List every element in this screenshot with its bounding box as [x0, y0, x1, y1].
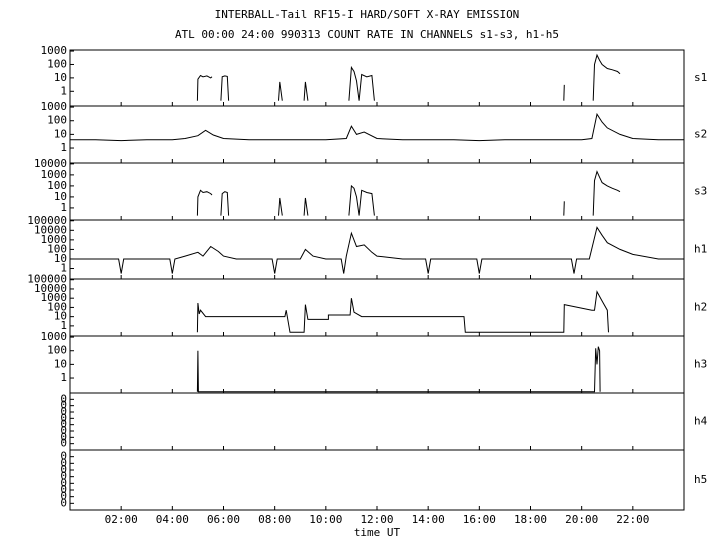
y-tick-label: 1000: [41, 100, 68, 113]
panel-label: h2: [694, 301, 707, 314]
panel-label: h1: [694, 243, 707, 256]
data-line: [303, 81, 309, 101]
x-tick-label: 20:00: [565, 513, 598, 526]
panel-frame: [69, 335, 685, 394]
x-tick-label: 14:00: [412, 513, 445, 526]
y-tick-label: 1: [60, 262, 67, 275]
data-line: [592, 53, 621, 101]
y-tick-label: 100: [47, 344, 67, 357]
y-tick-label: 1000: [41, 44, 68, 57]
y-tick-label: 1: [60, 84, 67, 97]
data-line: [70, 226, 684, 274]
panel-label: s3: [694, 185, 707, 198]
chart-subtitle: ATL 00:00 24:00 990313 COUNT RATE IN CHA…: [175, 28, 559, 41]
data-line: [196, 74, 213, 101]
y-tick-label: 0: [60, 463, 67, 476]
data-line: [196, 290, 609, 333]
y-tick-label: 10: [54, 357, 67, 370]
y-tick-label: 1: [60, 141, 67, 154]
y-tick-label: 0: [60, 450, 67, 463]
chart-title: INTERBALL-Tail RF15-I HARD/SOFT X-RAY EM…: [215, 8, 520, 21]
panel-label: h3: [694, 358, 707, 371]
x-tick-label: 22:00: [616, 513, 649, 526]
y-tick-label: 10: [54, 310, 67, 323]
y-tick-label: 0: [60, 411, 67, 424]
y-tick-label: 100000: [27, 273, 67, 286]
panel-label: s1: [694, 71, 707, 84]
data-line: [348, 65, 375, 101]
y-tick-label: 1000: [41, 291, 68, 304]
data-line: [303, 197, 309, 216]
y-tick-label: 10000: [34, 223, 67, 236]
data-line: [196, 189, 213, 216]
panel-label: h4: [694, 415, 708, 428]
y-tick-label: 1: [60, 319, 67, 332]
panel-frame: [69, 49, 685, 107]
x-tick-label: 10:00: [309, 513, 342, 526]
panel-frame: [69, 105, 685, 164]
data-line: [70, 112, 684, 142]
y-tick-label: 100: [47, 114, 67, 127]
y-tick-label: 1: [60, 371, 67, 384]
y-tick-label: 0: [60, 392, 67, 405]
y-tick-label: 0: [60, 430, 67, 443]
y-tick-label: 0: [60, 483, 67, 496]
data-line: [278, 81, 283, 101]
y-tick-label: 100: [47, 300, 67, 313]
panel-label: h5: [694, 473, 707, 486]
y-tick-label: 1000: [41, 168, 68, 181]
y-tick-label: 0: [60, 476, 67, 489]
y-tick-label: 0: [60, 456, 67, 469]
y-tick-label: 100000: [27, 214, 67, 227]
y-tick-label: 1: [60, 201, 67, 214]
panel-frame: [69, 162, 685, 221]
data-line: [563, 201, 565, 216]
y-tick-label: 10: [54, 71, 67, 84]
data-line: [278, 197, 283, 216]
data-line: [220, 191, 230, 216]
x-tick-label: 02:00: [105, 513, 138, 526]
data-line: [348, 184, 375, 216]
x-tick-label: 16:00: [463, 513, 496, 526]
data-line: [196, 346, 601, 393]
y-tick-label: 100: [47, 242, 67, 255]
panel-frame: [69, 278, 685, 337]
data-line: [592, 170, 621, 216]
y-tick-label: 10000: [34, 157, 67, 170]
y-tick-label: 10000: [34, 282, 67, 295]
x-tick-label: 08:00: [258, 513, 291, 526]
x-axis-label: time UT: [354, 526, 401, 539]
x-tick-label: 06:00: [207, 513, 240, 526]
data-line: [563, 84, 565, 101]
y-tick-label: 1000: [41, 330, 68, 343]
y-tick-label: 0: [60, 405, 67, 418]
y-tick-label: 0: [60, 418, 67, 431]
x-tick-label: 18:00: [514, 513, 547, 526]
y-tick-label: 100: [47, 57, 67, 70]
panel-frame: [69, 449, 685, 511]
x-tick-label: 12:00: [360, 513, 393, 526]
x-tick-label: 04:00: [156, 513, 189, 526]
y-tick-label: 0: [60, 437, 67, 450]
y-tick-label: 10: [54, 127, 67, 140]
y-tick-label: 10: [54, 252, 67, 265]
y-tick-label: 10: [54, 190, 67, 203]
y-tick-label: 0: [60, 424, 67, 437]
y-tick-label: 100: [47, 179, 67, 192]
y-tick-label: 0: [60, 490, 67, 503]
data-line: [220, 75, 230, 101]
panel-frame: [69, 392, 685, 451]
panel-label: s2: [694, 128, 707, 141]
y-tick-label: 0: [60, 496, 67, 509]
y-tick-label: 0: [60, 470, 67, 483]
y-tick-label: 1000: [41, 233, 68, 246]
y-tick-label: 0: [60, 399, 67, 412]
